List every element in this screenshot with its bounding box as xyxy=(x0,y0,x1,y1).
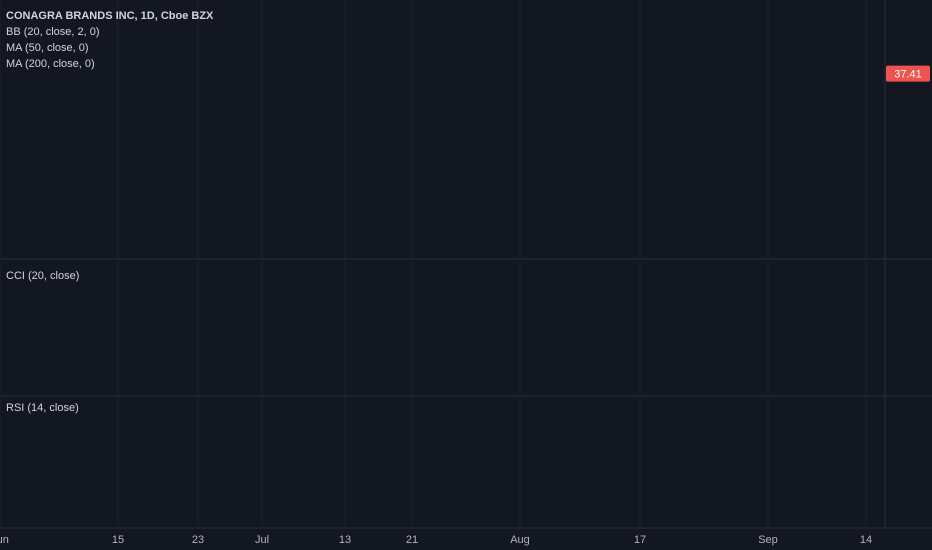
time-tick-label: 14 xyxy=(860,534,872,546)
study-ma50[interactable]: MA (50, close, 0) xyxy=(6,42,89,54)
time-tick-label: 23 xyxy=(192,534,204,546)
time-tick-label: 17 xyxy=(634,534,646,546)
time-tick-label: Aug xyxy=(510,534,530,546)
time-tick-label: Jun xyxy=(0,534,9,546)
last-price-badge xyxy=(886,65,930,82)
time-tick-label: Jul xyxy=(255,534,269,546)
study-bb[interactable]: BB (20, close, 2, 0) xyxy=(6,26,100,38)
time-tick-label: 15 xyxy=(112,534,124,546)
time-tick-label: Sep xyxy=(758,534,778,546)
last-price-label: 37.41 xyxy=(894,69,922,81)
study-ma200[interactable]: MA (200, close, 0) xyxy=(6,58,95,70)
main-legend: CONAGRA BRANDS INC, 1D, Cboe BZX BB (20,… xyxy=(6,8,213,72)
time-tick-label: 13 xyxy=(339,534,351,546)
rsi-legend[interactable]: RSI (14, close) xyxy=(6,402,79,414)
symbol-title[interactable]: CONAGRA BRANDS INC, 1D, Cboe BZX xyxy=(6,10,214,22)
cci-legend[interactable]: CCI (20, close) xyxy=(6,270,80,282)
time-tick-label: 21 xyxy=(406,534,418,546)
